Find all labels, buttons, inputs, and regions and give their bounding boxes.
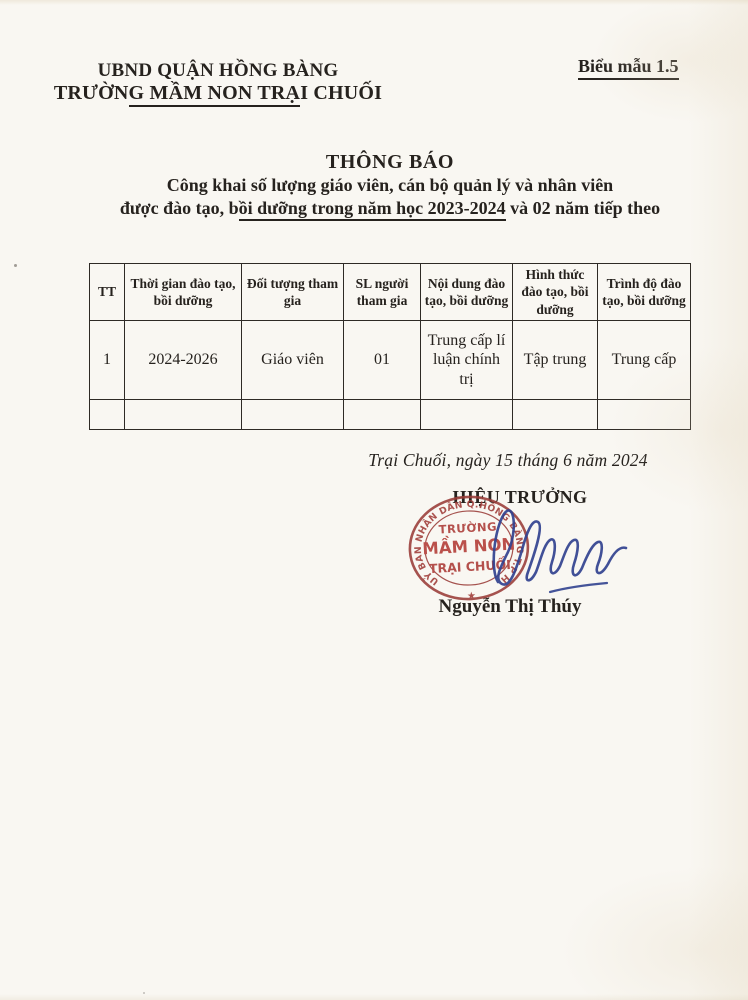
- table-header-row: TT Thời gian đào tạo, bồi dưỡng Đối tượn…: [89, 263, 691, 321]
- table-row: 1 2024-2026 Giáo viên 01 Trung cấp lí lu…: [89, 319, 691, 400]
- cell-doi-tuong: Giáo viên: [241, 319, 344, 400]
- signature-stroke: [492, 509, 628, 586]
- signature-underline-stroke: [548, 581, 609, 594]
- cell-thoi-gian: 2024-2026: [124, 319, 242, 400]
- parent-org-name: UBND QUẬN HỒNG BÀNG: [97, 60, 339, 81]
- col-header-tt: TT: [89, 263, 125, 321]
- col-header-sl-nguoi: SL người tham gia: [343, 263, 421, 321]
- table-row-empty: [89, 398, 691, 430]
- signer-name: Nguyễn Thị Thúy: [438, 596, 582, 617]
- stamp-outer-ring: [408, 495, 530, 601]
- col-header-noi-dung: Nội dung đào tạo, bồi dưỡng: [420, 263, 513, 321]
- cell-thoi-gian: [124, 398, 242, 430]
- col-header-trinh-do: Trình độ đào tạo, bồi dưỡng: [597, 263, 691, 321]
- scan-speck: [143, 992, 145, 994]
- stamp-center-line1: TRƯỜNG: [438, 519, 497, 537]
- school-name-part: TRƯỜN: [53, 82, 129, 104]
- cell-trinh-do: [597, 398, 691, 430]
- school-name: TRƯỜNG MẦM NON TRẠI CHUỐI: [48, 82, 388, 107]
- scan-speck: [14, 264, 17, 267]
- document-title: THÔNG BÁO: [325, 151, 455, 173]
- cell-trinh-do: Trung cấp: [597, 319, 691, 400]
- document-subtitle-line2: được đào tạo, bồi dưỡng trong năm học 20…: [32, 197, 748, 221]
- cell-sl-nguoi: 01: [343, 319, 421, 400]
- col-header-doi-tuong: Đối tượng tham gia: [241, 263, 344, 321]
- col-header-thoi-gian: Thời gian đào tạo, bồi dưỡng: [124, 263, 242, 321]
- school-name-part: I CHUỐI: [300, 82, 383, 104]
- subtitle-part: và 02 năm tiếp theo: [505, 198, 661, 218]
- place-and-date-line: Trại Chuối, ngày 15 tháng 6 năm 2024: [368, 450, 648, 470]
- cell-hinh-thuc: Tập trung: [512, 319, 598, 400]
- cell-tt: 1: [89, 319, 125, 400]
- subtitle-part: được đào tạo, b: [119, 198, 239, 218]
- stamp-center-line3: TRẠI CHUỐI: [428, 555, 511, 576]
- cell-noi-dung: [420, 398, 513, 430]
- school-name-underlined-part: G MẦM NON TRẠ: [128, 82, 301, 107]
- stamp-star-icon: ★: [467, 591, 477, 602]
- form-number-label: Biểu mẫu 1.5: [578, 56, 679, 80]
- cell-doi-tuong: [241, 398, 344, 430]
- cell-tt: [89, 398, 125, 430]
- document-subtitle-line1: Công khai số lượng giáo viên, cán bộ quả…: [166, 175, 614, 195]
- handwritten-signature: [492, 509, 628, 594]
- official-red-stamp: UỶ BAN NHÂN DÂN Q.HỒNG BÀNG T.P HẢI PHÒN…: [386, 481, 530, 602]
- col-header-hinh-thuc: Hình thức đào tạo, bồi dưỡng: [512, 263, 598, 321]
- stamp-inner-ring: [424, 510, 514, 586]
- signer-title: HIỆU TRƯỞNG: [452, 487, 588, 507]
- issuing-org-block: UBND QUẬN HỒNG BÀNG TRƯỜNG MẦM NON TRẠI …: [48, 60, 388, 107]
- cell-sl-nguoi: [343, 398, 421, 430]
- training-plan-table: TT Thời gian đào tạo, bồi dưỡng Đối tượn…: [89, 263, 691, 430]
- cell-hinh-thuc: [512, 398, 598, 430]
- cell-noi-dung: Trung cấp lí luận chính trị: [420, 319, 513, 400]
- document-title-block: THÔNG BÁO Công khai số lượng giáo viên, …: [32, 150, 748, 221]
- subtitle-underlined-part: ồi dưỡng trong năm học 2023-2024: [238, 198, 506, 221]
